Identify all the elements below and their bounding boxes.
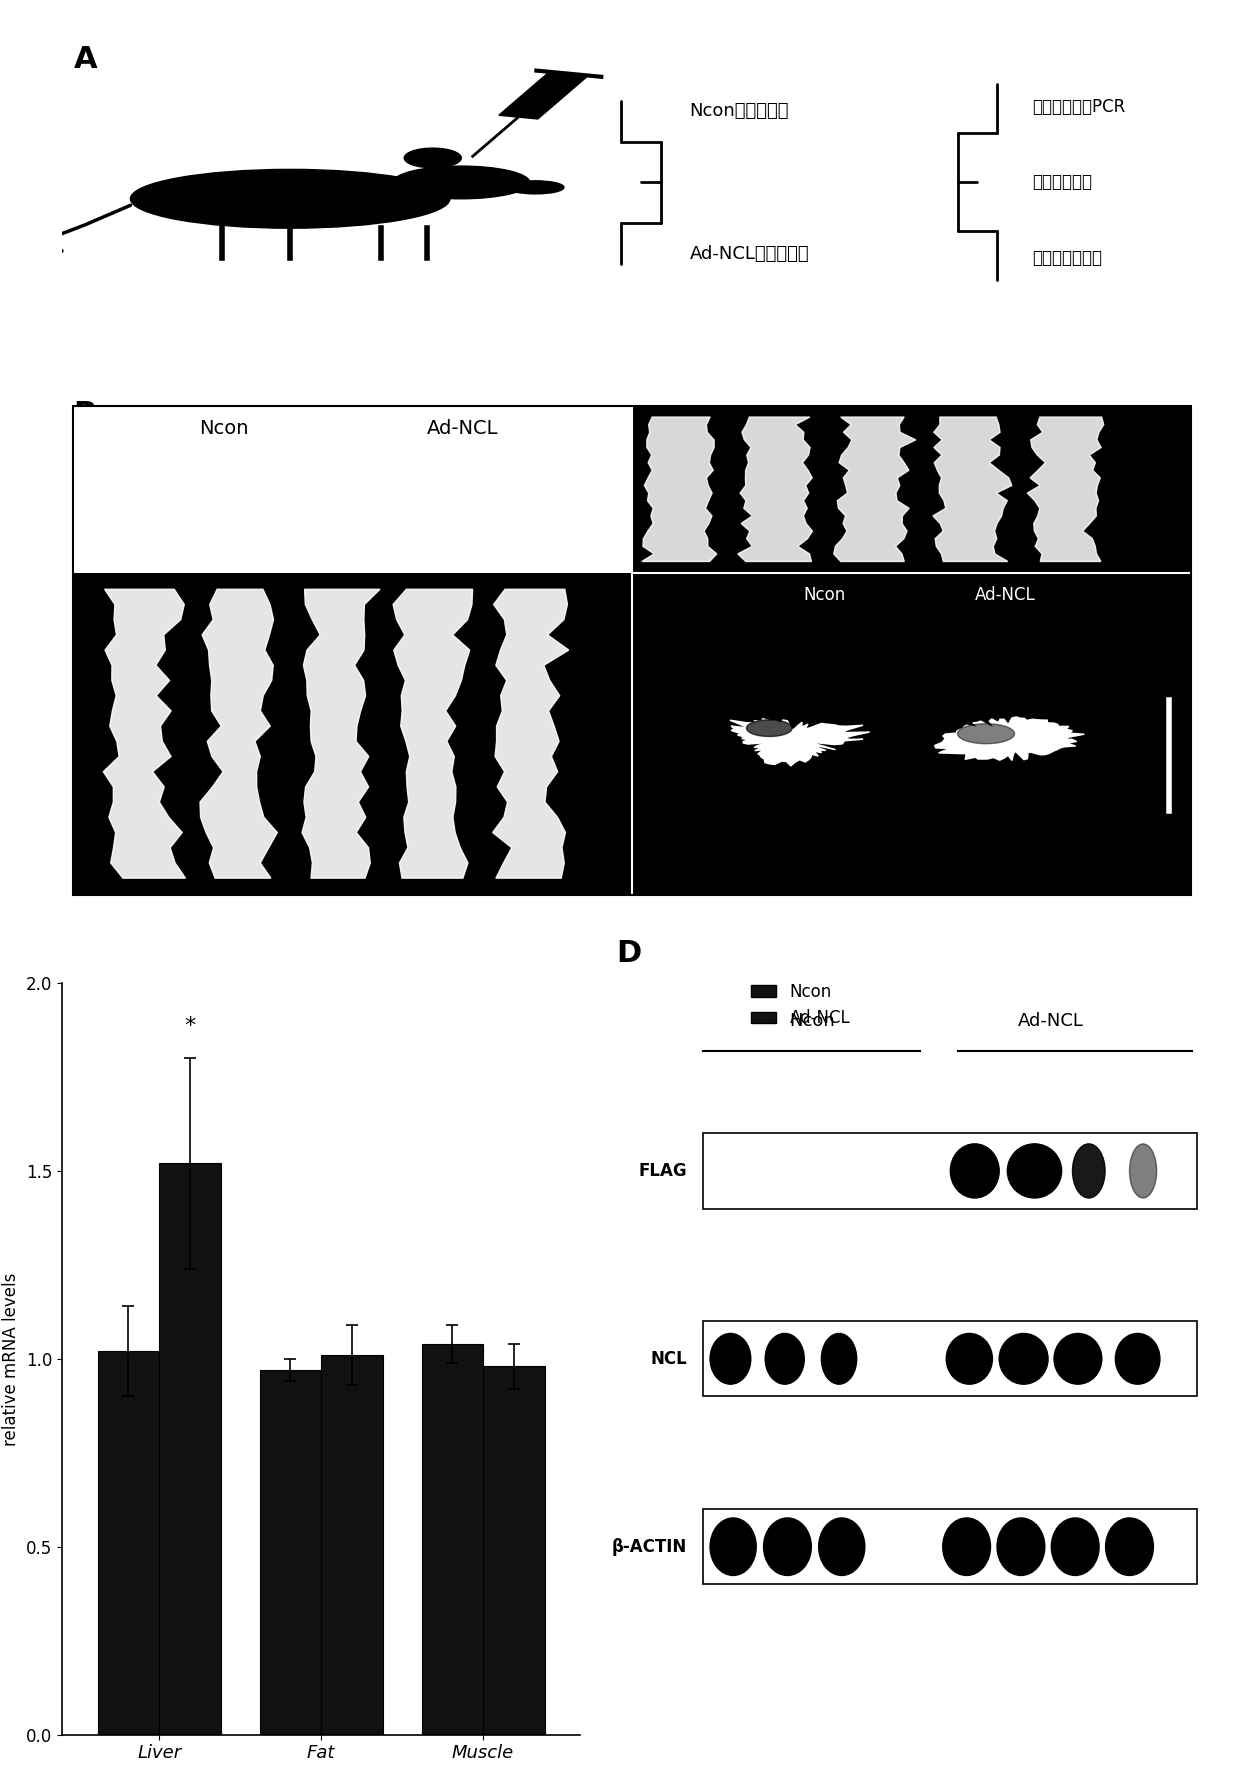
Bar (422, 1343, 484, 1735)
Legend: Ncon, Ad-NCL: Ncon, Ad-NCL (744, 977, 857, 1034)
Ellipse shape (1007, 1143, 1061, 1198)
Ellipse shape (946, 1333, 992, 1384)
Ellipse shape (711, 1333, 750, 1384)
Polygon shape (957, 724, 1014, 743)
FancyBboxPatch shape (632, 573, 1192, 896)
Polygon shape (393, 589, 472, 878)
Bar (98, 1351, 159, 1735)
Ellipse shape (818, 1519, 864, 1575)
Polygon shape (200, 589, 278, 878)
Ellipse shape (999, 1333, 1048, 1384)
Bar (321, 1356, 383, 1735)
Text: 蛋白免疫印记: 蛋白免疫印记 (1032, 173, 1091, 191)
FancyBboxPatch shape (703, 1133, 1198, 1209)
Ellipse shape (764, 1519, 811, 1575)
Text: Ad-NCL: Ad-NCL (975, 586, 1035, 604)
Polygon shape (730, 719, 869, 766)
Ellipse shape (404, 149, 461, 168)
Ellipse shape (821, 1333, 857, 1384)
Text: Ncon: Ncon (789, 1012, 835, 1030)
Text: *: * (185, 1016, 196, 1035)
Ellipse shape (130, 170, 450, 228)
Ellipse shape (393, 166, 529, 198)
Text: Ncon: Ncon (198, 419, 248, 437)
Polygon shape (103, 589, 186, 878)
Bar (159, 1163, 221, 1735)
FancyBboxPatch shape (703, 1320, 1198, 1397)
Polygon shape (1027, 418, 1104, 561)
Bar (484, 1366, 544, 1735)
Polygon shape (492, 589, 569, 878)
Ellipse shape (711, 1519, 756, 1575)
Text: Ad-NCL（腺病毒）: Ad-NCL（腺病毒） (689, 246, 808, 264)
Polygon shape (303, 589, 379, 878)
Text: Ad-NCL: Ad-NCL (427, 419, 498, 437)
Text: 实时荞光定量PCR: 实时荞光定量PCR (1032, 99, 1125, 117)
Text: B: B (73, 400, 97, 430)
FancyBboxPatch shape (73, 405, 632, 573)
Text: β-ACTIN: β-ACTIN (611, 1538, 687, 1556)
Ellipse shape (1130, 1143, 1157, 1198)
Ellipse shape (997, 1519, 1045, 1575)
Polygon shape (738, 418, 812, 561)
FancyBboxPatch shape (632, 405, 1192, 573)
Polygon shape (833, 418, 916, 561)
Text: D: D (616, 940, 641, 968)
Text: Ncon: Ncon (804, 586, 846, 604)
Ellipse shape (1054, 1333, 1102, 1384)
Text: A: A (73, 46, 97, 74)
Ellipse shape (507, 181, 564, 195)
Polygon shape (932, 418, 1012, 561)
FancyBboxPatch shape (703, 1510, 1198, 1584)
Ellipse shape (1106, 1519, 1153, 1575)
Y-axis label: relative mRNA levels: relative mRNA levels (2, 1273, 20, 1446)
Ellipse shape (942, 1519, 991, 1575)
Ellipse shape (765, 1333, 805, 1384)
Text: Ad-NCL: Ad-NCL (1018, 1012, 1084, 1030)
Text: FLAG: FLAG (639, 1161, 687, 1181)
Polygon shape (935, 717, 1085, 761)
Ellipse shape (1073, 1143, 1105, 1198)
Ellipse shape (950, 1143, 999, 1198)
Text: 小动物活体成像: 小动物活体成像 (1032, 248, 1101, 267)
FancyBboxPatch shape (73, 573, 632, 896)
Bar (259, 1370, 321, 1735)
Polygon shape (642, 418, 717, 561)
Ellipse shape (1116, 1333, 1159, 1384)
Ellipse shape (1052, 1519, 1099, 1575)
Text: Ncon（腺病毒）: Ncon（腺病毒） (689, 101, 789, 120)
Text: NCL: NCL (650, 1351, 687, 1368)
Polygon shape (498, 73, 588, 119)
Polygon shape (746, 720, 792, 736)
